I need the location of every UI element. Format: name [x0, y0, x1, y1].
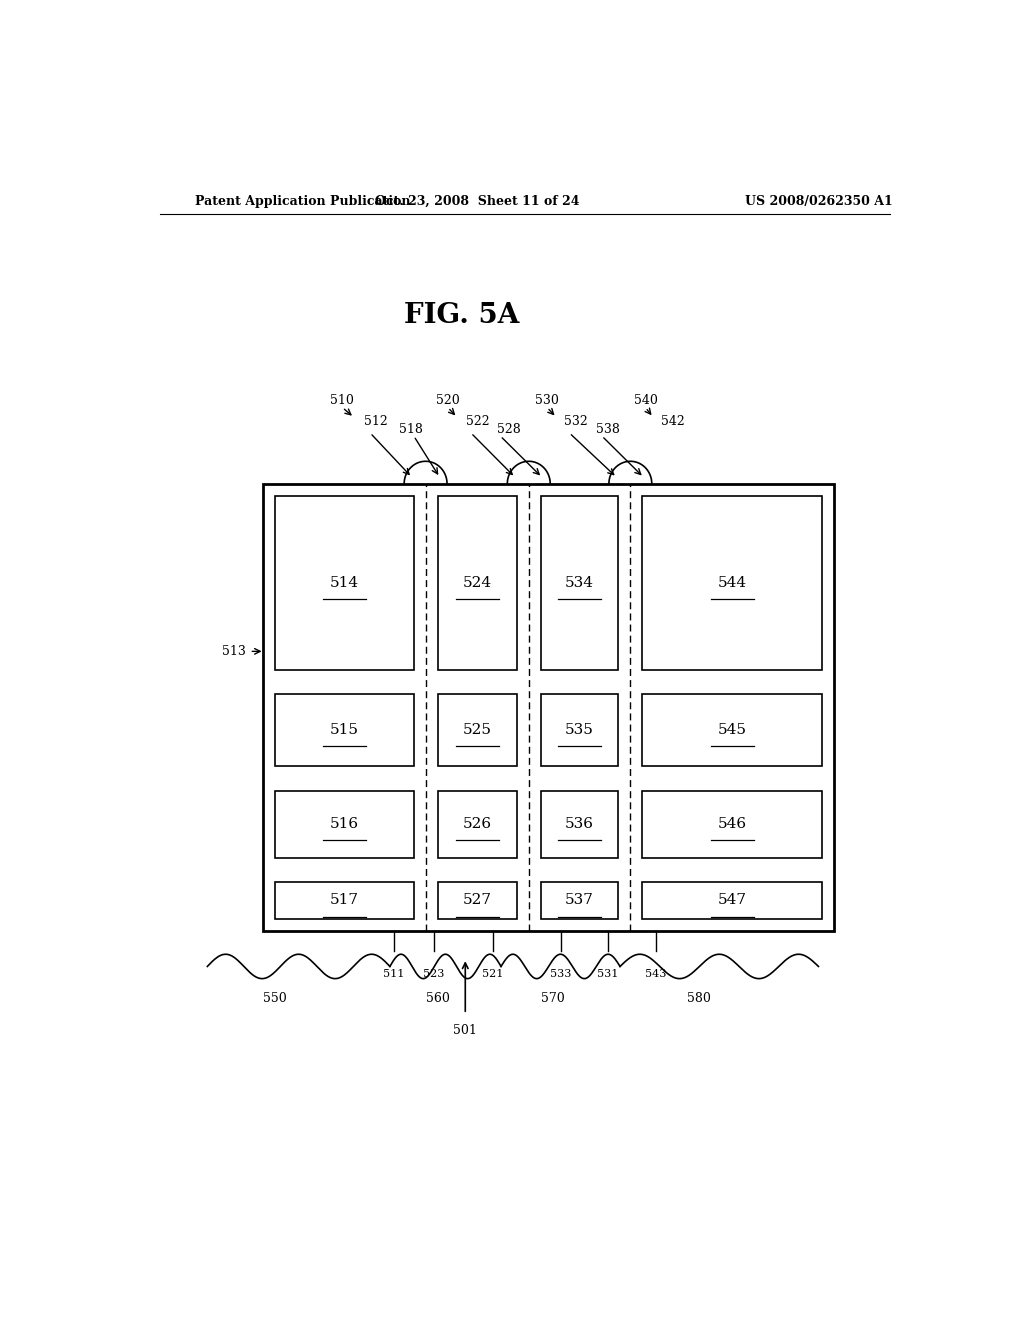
- Text: 534: 534: [565, 576, 594, 590]
- Text: 521: 521: [482, 969, 504, 979]
- Text: 537: 537: [565, 894, 594, 907]
- Text: 515: 515: [330, 723, 358, 737]
- Text: 545: 545: [718, 723, 746, 737]
- Text: 535: 535: [565, 723, 594, 737]
- Text: 547: 547: [718, 894, 746, 907]
- Bar: [642, 694, 822, 766]
- Text: 516: 516: [330, 817, 358, 832]
- Bar: [541, 496, 618, 669]
- Text: 520: 520: [436, 395, 460, 408]
- Bar: [263, 483, 835, 931]
- Bar: [274, 882, 414, 919]
- Bar: [437, 694, 517, 766]
- Text: 536: 536: [565, 817, 594, 832]
- Text: 527: 527: [463, 894, 492, 907]
- Text: 511: 511: [383, 969, 404, 979]
- Text: Oct. 23, 2008  Sheet 11 of 24: Oct. 23, 2008 Sheet 11 of 24: [375, 194, 580, 207]
- Bar: [437, 882, 517, 919]
- Bar: [437, 496, 517, 669]
- Text: 518: 518: [399, 422, 423, 436]
- Bar: [541, 694, 618, 766]
- Text: 526: 526: [463, 817, 492, 832]
- Text: 580: 580: [687, 991, 712, 1005]
- Text: US 2008/0262350 A1: US 2008/0262350 A1: [744, 194, 892, 207]
- Bar: [541, 791, 618, 858]
- Text: 532: 532: [563, 414, 588, 428]
- Text: 528: 528: [497, 422, 521, 436]
- Bar: [642, 791, 822, 858]
- Text: 510: 510: [331, 395, 354, 408]
- Bar: [274, 694, 414, 766]
- Bar: [541, 882, 618, 919]
- Text: 531: 531: [597, 969, 618, 979]
- Text: Patent Application Publication: Patent Application Publication: [196, 194, 411, 207]
- Text: 517: 517: [330, 894, 358, 907]
- Text: 533: 533: [550, 969, 571, 979]
- Text: 501: 501: [454, 1024, 477, 1038]
- Text: 523: 523: [423, 969, 444, 979]
- Text: 513: 513: [221, 645, 246, 657]
- Text: 570: 570: [541, 991, 564, 1005]
- Text: 514: 514: [330, 576, 358, 590]
- Text: 542: 542: [662, 414, 685, 428]
- Bar: [274, 791, 414, 858]
- Text: 512: 512: [365, 414, 388, 428]
- Text: 540: 540: [634, 395, 657, 408]
- Bar: [642, 882, 822, 919]
- Bar: [437, 791, 517, 858]
- Text: 522: 522: [466, 414, 489, 428]
- Text: 560: 560: [426, 991, 450, 1005]
- Bar: [274, 496, 414, 669]
- Text: 546: 546: [718, 817, 746, 832]
- Text: 538: 538: [596, 422, 621, 436]
- Bar: [642, 496, 822, 669]
- Text: 525: 525: [463, 723, 492, 737]
- Text: 543: 543: [645, 969, 667, 979]
- Text: FIG. 5A: FIG. 5A: [403, 302, 519, 330]
- Text: 524: 524: [463, 576, 492, 590]
- Text: 530: 530: [536, 395, 559, 408]
- Text: 550: 550: [263, 991, 287, 1005]
- Text: 544: 544: [718, 576, 746, 590]
